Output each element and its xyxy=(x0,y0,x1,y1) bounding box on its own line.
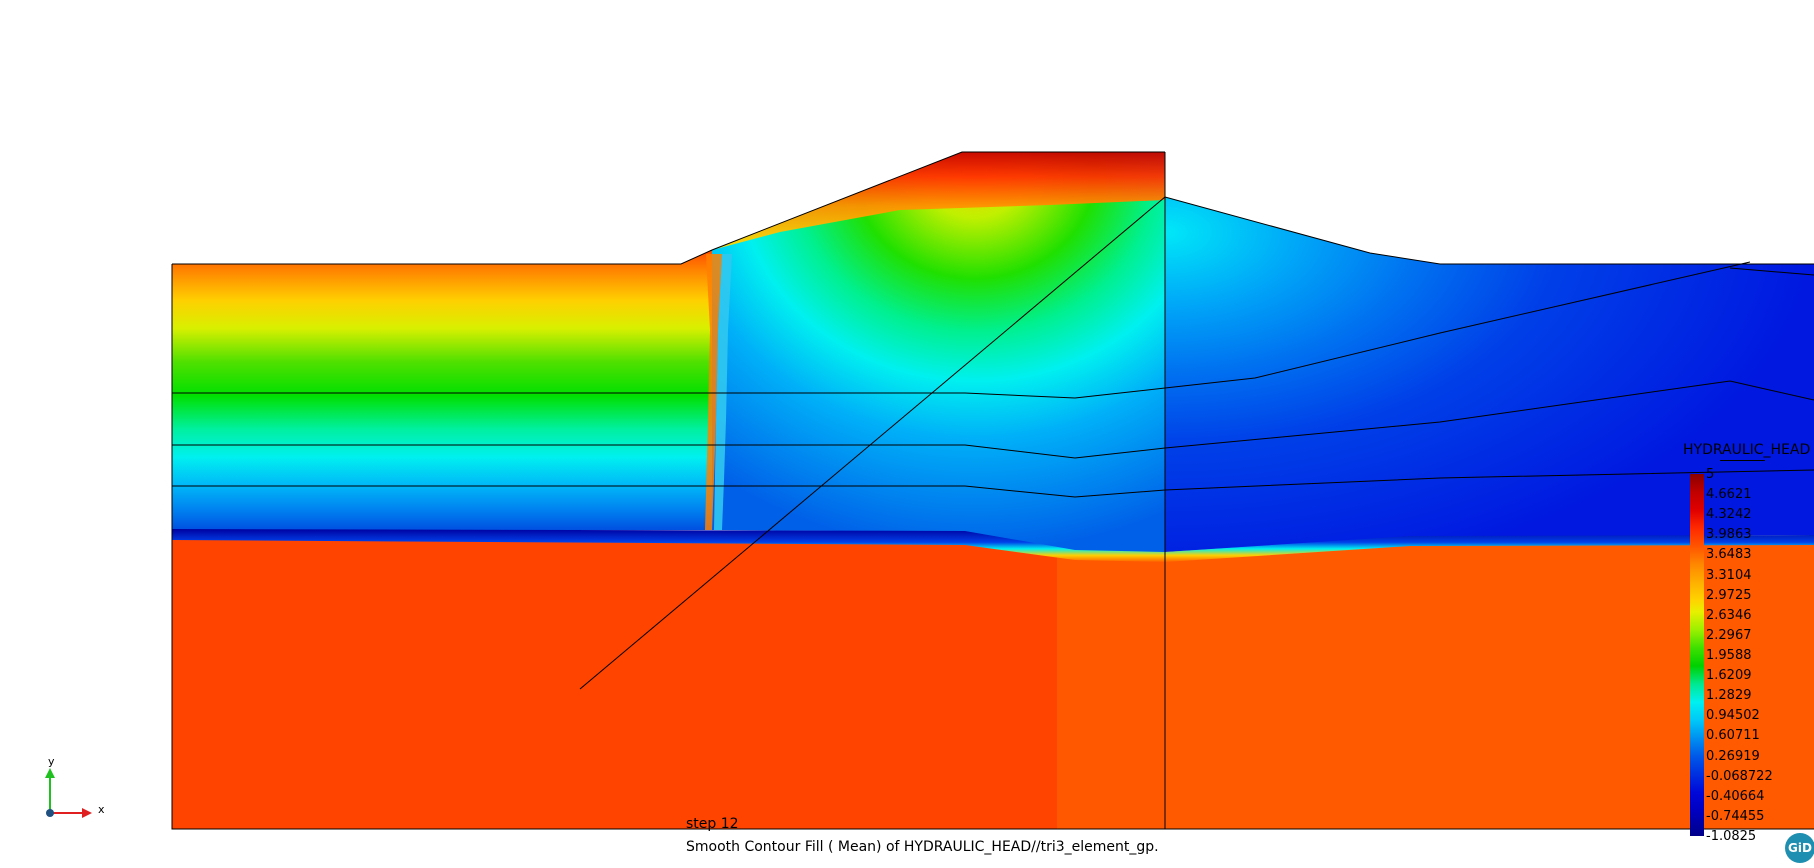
legend-tick-label: 4.6621 xyxy=(1706,487,1752,502)
legend-tick-label: 5 xyxy=(1706,467,1715,482)
legend-tick-label: 2.9725 xyxy=(1706,588,1752,603)
dam-body xyxy=(712,152,1165,552)
foundation-left xyxy=(172,535,1057,829)
legend-tick-label: 4.3242 xyxy=(1706,507,1752,522)
legend-tick-label: 1.6209 xyxy=(1706,668,1752,683)
legend-tick-label: -1.0825 xyxy=(1706,829,1757,844)
legend-tick-label: 1.9588 xyxy=(1706,648,1752,663)
legend-tick-label: 0.26919 xyxy=(1706,749,1760,764)
legend-title: HYDRAULIC_HEAD xyxy=(1683,442,1811,458)
axis-y-label: y xyxy=(48,755,55,768)
legend-tick-label: 0.94502 xyxy=(1706,708,1760,723)
seepage-front-edge xyxy=(714,254,732,530)
foundation-middle xyxy=(1057,540,1165,829)
upstream-layers xyxy=(172,250,712,530)
legend-tick-label: 2.2967 xyxy=(1706,628,1752,643)
layer-lines xyxy=(171,151,1814,830)
legend-underline xyxy=(1720,460,1765,461)
legend-tick-label: -0.068722 xyxy=(1706,769,1773,784)
legend-tick-label: -0.40664 xyxy=(1706,789,1765,804)
legend-tick-label: 3.6483 xyxy=(1706,547,1752,562)
interface-band xyxy=(172,529,1814,562)
downstream-body xyxy=(1165,197,1814,552)
result-caption: Smooth Contour Fill ( Mean) of HYDRAULIC… xyxy=(686,839,1159,855)
dam-crest xyxy=(712,152,1165,250)
legend-tick-label: 3.3104 xyxy=(1706,568,1752,583)
legend-tick-label: 3.9863 xyxy=(1706,527,1752,542)
legend-color-bar xyxy=(1690,474,1704,836)
legend-tick-label: 2.6346 xyxy=(1706,608,1752,623)
foundation-right xyxy=(1165,540,1814,829)
gid-logo[interactable]: GiD xyxy=(1785,833,1814,863)
legend-tick-label: 0.60711 xyxy=(1706,728,1760,743)
axis-triad-icon xyxy=(45,768,92,818)
axis-x-label: x xyxy=(98,803,105,816)
seepage-front xyxy=(705,254,722,530)
legend-tick-label: -0.74455 xyxy=(1706,809,1765,824)
legend-tick-label: 1.2829 xyxy=(1706,688,1752,703)
step-label: step 12 xyxy=(686,816,739,832)
